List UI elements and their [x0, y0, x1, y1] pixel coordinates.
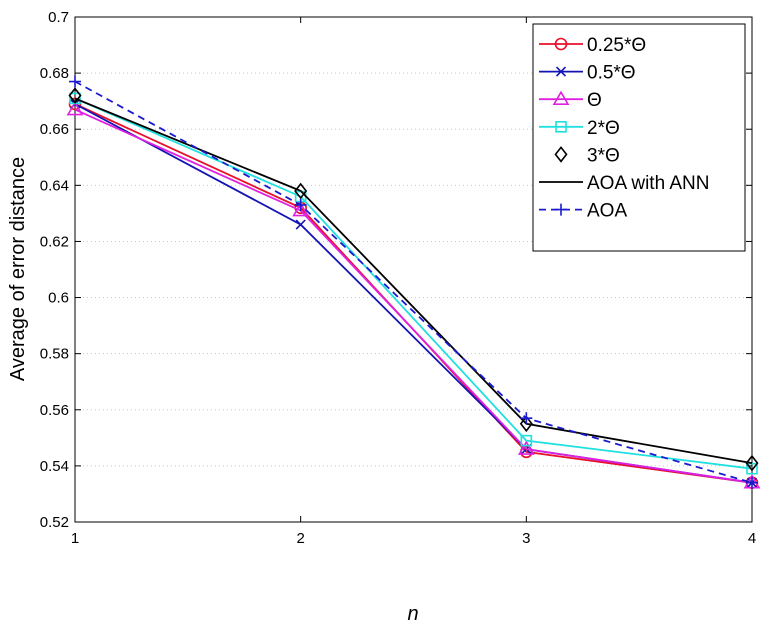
- marker-diamond: [519, 415, 533, 433]
- x-tick-label: 3: [522, 530, 530, 547]
- legend-label: 3*Θ: [587, 145, 620, 166]
- marker-x: [295, 219, 306, 230]
- legend-label: 0.25*Θ: [587, 35, 646, 56]
- marker-diamond: [68, 87, 82, 104]
- x-tick-label: 1: [71, 530, 79, 547]
- marker-triangle: [292, 201, 310, 217]
- y-tick-label: 0.7: [48, 9, 69, 26]
- plot-area-frame: [74, 16, 753, 523]
- legend: 0.25*Θ 0.5*Θ Θ 2*Θ 3*Θ AOA with ANN AOA: [532, 23, 746, 252]
- legend-label: Θ: [587, 90, 602, 111]
- series-line: [74, 97, 753, 464]
- x-axis-label: n: [407, 603, 418, 625]
- y-tick-label: 0.52: [40, 514, 69, 531]
- marker-plus: [520, 412, 533, 425]
- marker-square: [520, 434, 533, 447]
- series-line: [74, 108, 753, 484]
- y-tick-label: 0.56: [40, 402, 69, 419]
- x-tick-label: 4: [748, 530, 756, 547]
- x-tick-label: 2: [296, 530, 304, 547]
- series-5: [74, 97, 753, 464]
- y-tick-label: 0.6: [48, 290, 69, 307]
- legend-label: AOA: [587, 201, 627, 222]
- marker-circle: [554, 37, 568, 51]
- series-3: [69, 92, 758, 475]
- series-6: [69, 75, 758, 489]
- legend-label: AOA with ANN: [587, 173, 710, 194]
- marker-diamond: [745, 454, 759, 472]
- legend-label: 0.5*Θ: [587, 63, 636, 84]
- marker-diamond: [554, 146, 568, 163]
- marker-triangle: [66, 100, 84, 116]
- axis-ticks: 0.52 0.54 0.56 0.58 0.6 0.62 0.64 0.66 0.68 0.7 1 2…: [40, 9, 756, 547]
- marker-plus: [69, 75, 81, 88]
- legend-box: [532, 23, 746, 252]
- marker-triangle: [552, 90, 570, 105]
- y-axis-label: Average of error distance: [7, 157, 29, 381]
- marker-plus: [555, 203, 567, 216]
- y-tick-label: 0.58: [40, 346, 69, 363]
- marker-square: [555, 121, 567, 133]
- y-tick-label: 0.64: [40, 177, 69, 194]
- y-tick-label: 0.62: [40, 233, 69, 250]
- y-tick-label: 0.54: [40, 458, 69, 475]
- marker-x: [555, 66, 567, 77]
- legend-label: 2*Θ: [587, 118, 620, 139]
- series-lines: [66, 75, 761, 490]
- marker-plus: [294, 198, 307, 211]
- marker-plus: [746, 476, 758, 489]
- y-tick-label: 0.68: [40, 65, 69, 82]
- series-line: [74, 97, 753, 470]
- marker-square: [746, 462, 758, 475]
- series-line: [74, 80, 753, 484]
- y-tick-label: 0.66: [40, 121, 69, 138]
- marker-triangle: [517, 440, 535, 455]
